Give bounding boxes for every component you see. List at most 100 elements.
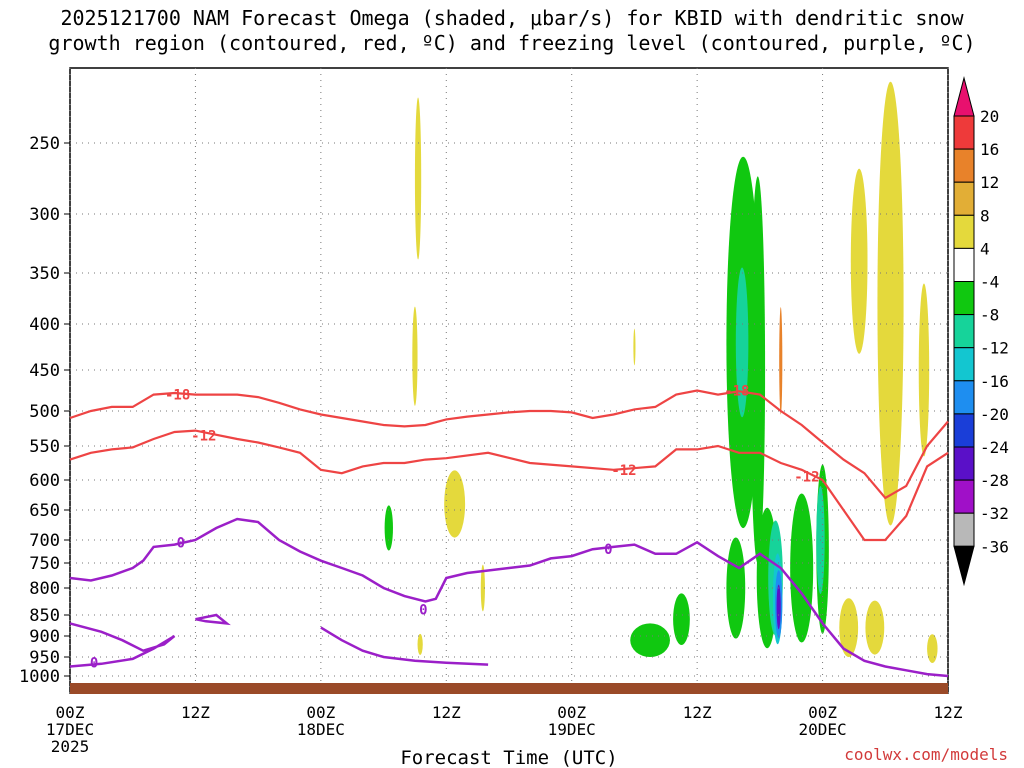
colorbar-label: 20	[980, 107, 999, 126]
colorbar-label: -36	[980, 537, 1009, 556]
colorbar-swatch	[953, 413, 975, 448]
y-tick-label: 1000	[19, 667, 60, 687]
terrain-surface	[70, 683, 948, 694]
x-date-label: 19DEC	[548, 720, 596, 739]
colorbar-swatch	[953, 380, 975, 415]
y-tick-label: 500	[29, 402, 60, 422]
contour-label: 0	[604, 542, 612, 558]
colorbar-swatch	[953, 281, 975, 316]
contour-label: 0	[419, 603, 427, 619]
shade-ascent-area	[865, 600, 885, 655]
shade-descent-area	[750, 176, 766, 564]
contour-freezing-level	[69, 622, 176, 668]
colorbar-swatch	[953, 247, 975, 282]
shade-ascent-area	[839, 598, 859, 657]
shade-ascent-area	[918, 283, 930, 457]
shade-ascent-area	[412, 306, 418, 406]
y-tick-label: 550	[29, 437, 60, 457]
y-tick-label: 800	[29, 579, 60, 599]
colorbar-label: 8	[980, 206, 990, 225]
y-tick-label: 650	[29, 501, 60, 521]
y-tick-label: 850	[29, 606, 60, 626]
colorbar-label: -32	[980, 504, 1009, 523]
shade-ascent-area	[633, 328, 636, 366]
x-axis-label: Forecast Time (UTC)	[400, 747, 617, 768]
x-tick-label: 12Z	[432, 703, 461, 722]
colorbar-swatch	[953, 214, 975, 249]
chart-title-line1: 2025121700 NAM Forecast Omega (shaded, μ…	[60, 6, 964, 30]
shade-descent-area	[735, 267, 749, 418]
x-date-label: 20DEC	[798, 720, 846, 739]
colorbar-label: -16	[980, 372, 1009, 391]
shade-ascent-area	[417, 633, 423, 655]
contour-label: -12	[611, 463, 636, 479]
colorbar-label: -20	[980, 405, 1009, 424]
shade-ascent-area	[850, 168, 868, 354]
shade-descent-area	[790, 493, 814, 643]
shade-descent-area	[776, 584, 781, 630]
shade-ascent-area	[779, 307, 783, 415]
contour-label: -12	[794, 470, 819, 486]
credit-text[interactable]: coolwx.com/models	[844, 745, 1008, 764]
x-tick-label: 00Z	[808, 703, 837, 722]
shade-ascent-area	[877, 81, 904, 526]
y-tick-label: 400	[29, 315, 60, 335]
x-tick-label: 00Z	[557, 703, 586, 722]
y-tick-label: 700	[29, 531, 60, 551]
colorbar-label: -8	[980, 306, 999, 325]
y-tick-label: 300	[29, 205, 60, 225]
x-tick-label: 00Z	[306, 703, 335, 722]
colorbar-bottom-arrow	[953, 545, 975, 587]
colorbar-swatch	[953, 115, 975, 150]
colorbar-label: -4	[980, 273, 999, 292]
shade-descent-area	[384, 505, 393, 551]
y-tick-label: 350	[29, 264, 60, 284]
colorbar-swatch	[953, 314, 975, 349]
x-tick-label: 12Z	[683, 703, 712, 722]
colorbar-label: -28	[980, 471, 1009, 490]
contour-label: -12	[191, 429, 216, 445]
contour-freezing-level	[69, 517, 949, 678]
colorbar-swatch	[953, 148, 975, 183]
colorbar-label: 4	[980, 239, 990, 258]
shade-descent-area	[630, 623, 670, 657]
shade-ascent-area	[927, 634, 938, 663]
y-tick-label: 600	[29, 471, 60, 491]
shade-ascent-area	[444, 470, 466, 538]
contour-minus12	[69, 429, 949, 542]
colorbar-swatch	[953, 512, 975, 547]
colorbar-label: 12	[980, 173, 999, 192]
colorbar-top-arrow	[953, 76, 975, 117]
y-tick-label: 900	[29, 627, 60, 647]
plot-frame	[69, 67, 949, 694]
colorbar-label: -24	[980, 438, 1009, 457]
x-tick-label: 00Z	[56, 703, 85, 722]
x-date-label: 17DEC	[46, 720, 94, 739]
colorbar-label: -12	[980, 339, 1009, 358]
shade-descent-area	[673, 593, 690, 645]
contour-label: 0	[177, 535, 185, 551]
colorbar-swatch	[953, 347, 975, 382]
x-date-label: 18DEC	[297, 720, 345, 739]
contour-freezing-level	[320, 626, 489, 666]
contour-freezing-level	[195, 613, 231, 626]
colorbar-swatch	[953, 446, 975, 481]
y-tick-label: 450	[29, 361, 60, 381]
contour-label: -18	[165, 388, 190, 404]
chart-title-line2: growth region (contoured, red, ºC) and f…	[48, 31, 976, 55]
colorbar-swatch	[953, 181, 975, 216]
contour-minus18	[69, 389, 949, 500]
x-tick-label: 12Z	[934, 703, 963, 722]
shade-ascent-area	[414, 97, 422, 260]
contour-label: 0	[90, 656, 98, 672]
y-tick-label: 750	[29, 554, 60, 574]
x-tick-label: 12Z	[181, 703, 210, 722]
x-year-label: 2025	[51, 737, 90, 756]
shade-ascent-area	[480, 564, 485, 612]
colorbar-swatch	[953, 479, 975, 514]
y-tick-label: 250	[29, 134, 60, 154]
y-tick-label: 950	[29, 648, 60, 668]
colorbar-label: 16	[980, 140, 999, 159]
contour-label: -18	[724, 384, 749, 400]
